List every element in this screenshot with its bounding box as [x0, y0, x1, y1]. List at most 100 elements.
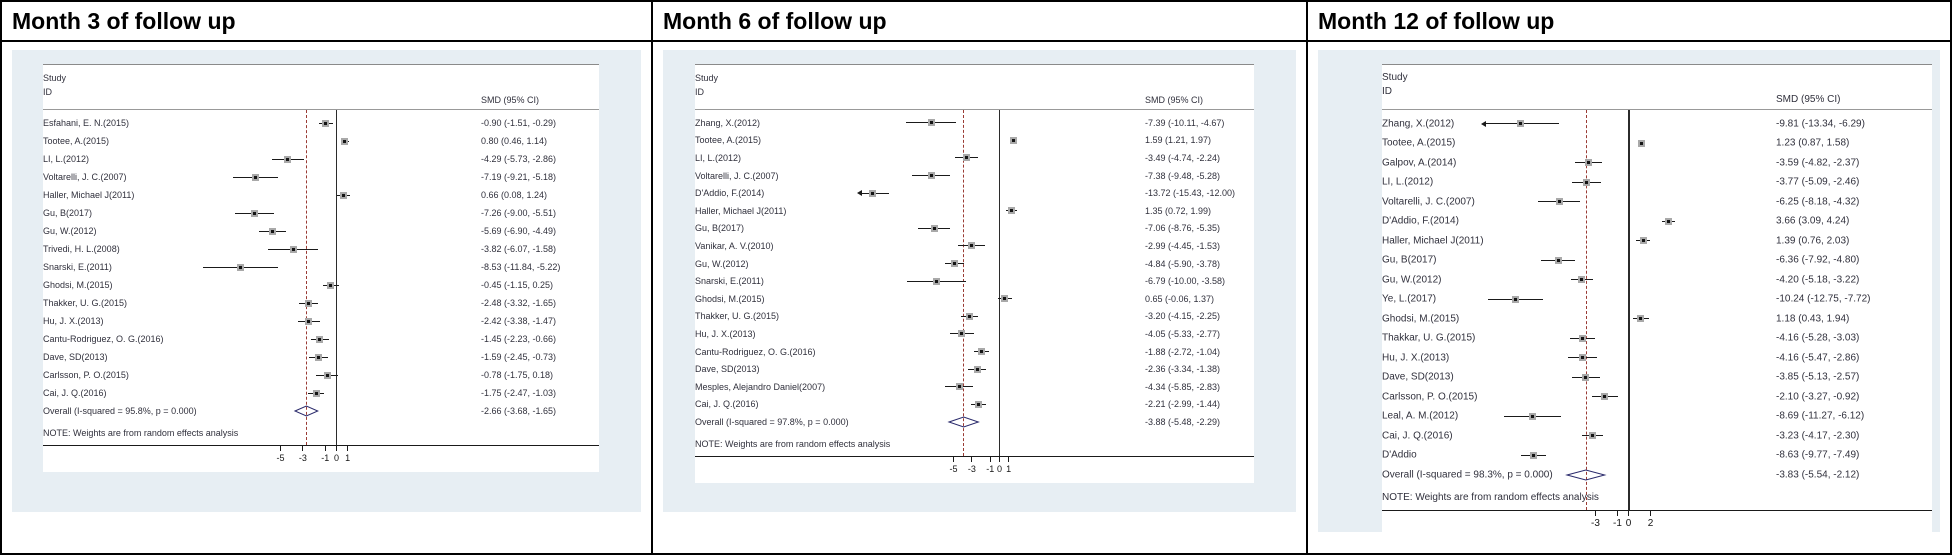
zero-reference-line	[336, 110, 337, 445]
study-row: Voltarelli, J. C.(2007) -6.25 (-8.18, -4.…	[1382, 192, 1932, 212]
study-row: Mesples, Alejandro Daniel(2007) -4.34 (-5…	[695, 378, 1254, 396]
study-row: Dave, SD(2013) -3.85 (-5.13, -2.57)	[1382, 368, 1932, 388]
effect-size-marker	[1555, 198, 1563, 206]
study-row: Gu, W.(2012) -5.69 (-6.90, -4.49)	[43, 222, 599, 240]
smd-value: 1.59 (1.21, 1.97)	[1145, 135, 1212, 146]
axis-tick	[302, 446, 304, 451]
effect-size-marker	[314, 353, 322, 361]
smd-value: -9.81 (-13.34, -6.29)	[1776, 118, 1865, 130]
effect-size-marker	[284, 155, 292, 163]
smd-value: -1.88 (-2.72, -1.04)	[1145, 346, 1221, 357]
forest-plot-month-12: Study ID SMD (95% CI) Zhang, X.(2012) -9.…	[1382, 64, 1932, 532]
smd-value: -4.16 (-5.28, -3.03)	[1776, 332, 1860, 344]
study-label: LI, L.(2012)	[1382, 176, 1434, 188]
study-row: Carlsson, P. O.(2015) -0.78 (-1.75, 0.18)	[43, 366, 599, 384]
study-label: Tootee, A.(2015)	[1382, 137, 1456, 149]
plot-area: Zhang, X.(2012) -7.39 (-10.11, -4.67) Toot…	[695, 109, 1254, 457]
study-label: Cai, J. Q.(2016)	[43, 388, 107, 398]
effect-size-marker	[251, 209, 259, 217]
axis-tick	[336, 446, 337, 451]
axis-tick	[971, 456, 973, 462]
study-row: D'Addio -8.63 (-9.77, -7.49)	[1382, 446, 1932, 466]
study-row: Ghodsi, M.(2015) 1.18 (0.43, 1.94)	[1382, 309, 1932, 329]
study-label: Hu, J. X.(2013)	[43, 316, 104, 326]
effect-size-marker	[973, 365, 981, 373]
study-label: Dave, SD(2013)	[1382, 371, 1454, 383]
effect-size-marker	[927, 172, 935, 180]
study-row: Gu, W.(2012) -4.20 (-5.18, -3.22)	[1382, 270, 1932, 290]
study-label: Zhang, X.(2012)	[1382, 118, 1455, 130]
study-row: Voltarelli, J. C.(2007) -7.19 (-9.21, -5.…	[43, 168, 599, 186]
study-label: D'Addio, F.(2014)	[1382, 215, 1459, 227]
x-axis: -3 -1 0 2	[1382, 510, 1932, 533]
effect-size-marker	[236, 263, 244, 271]
effect-size-marker	[930, 224, 938, 232]
study-id-column-header: Study ID	[695, 71, 718, 99]
smd-value: -1.59 (-2.45, -0.73)	[481, 352, 557, 362]
study-label: Esfahani, E. N.(2015)	[43, 118, 130, 128]
forest-plot-month-6: Study ID SMD (95% CI) Zhang, X.(2012) -7.…	[695, 64, 1254, 483]
study-label: Voltarelli, J. C.(2007)	[43, 172, 127, 182]
analysis-note: NOTE: Weights are from random effects an…	[43, 428, 239, 438]
overall-row: Overall (I-squared = 95.8%, p = 0.000) -2…	[43, 402, 599, 420]
study-row: Galpov, A.(2014) -3.59 (-4.82, -2.37)	[1382, 153, 1932, 173]
smd-value: 0.80 (0.46, 1.14)	[481, 136, 548, 146]
plot-background: Study ID SMD (95% CI) Zhang, X.(2012) -7.…	[663, 50, 1296, 512]
study-label: Carlsson, P. O.(2015)	[43, 370, 129, 380]
study-row: Snarski, E.(2011) -6.79 (-10.00, -3.58)	[695, 272, 1254, 290]
smd-value: -2.42 (-3.38, -1.47)	[481, 316, 557, 326]
smd-column-header: SMD (95% CI)	[1145, 95, 1204, 105]
smd-value: -3.59 (-4.82, -2.37)	[1776, 157, 1860, 169]
study-row: Tootee, A.(2015) 0.80 (0.46, 1.14)	[43, 132, 599, 150]
study-row: Ghodsi, M.(2015) 0.65 (-0.06, 1.37)	[695, 290, 1254, 308]
smd-value: 3.66 (3.09, 4.24)	[1776, 215, 1850, 227]
study-label: Trivedi, H. L.(2008)	[43, 244, 120, 254]
smd-value: 0.66 (0.08, 1.24)	[481, 190, 548, 200]
effect-size-marker	[950, 260, 958, 268]
smd-value: -0.90 (-1.51, -0.29)	[481, 118, 557, 128]
effect-size-marker	[1578, 354, 1586, 362]
study-row: Hu, J. X.(2013) -4.16 (-5.47, -2.86)	[1382, 348, 1932, 368]
effect-size-marker	[327, 281, 335, 289]
study-label: Gu, W.(2012)	[1382, 274, 1442, 286]
study-row: Gu, W.(2012) -4.84 (-5.90, -3.78)	[695, 255, 1254, 273]
effect-size-marker	[967, 242, 975, 250]
effect-size-marker	[958, 330, 966, 338]
smd-value: -6.36 (-7.92, -4.80)	[1776, 254, 1860, 266]
study-row: Ghodsi, M.(2015) -0.45 (-1.15, 0.25)	[43, 276, 599, 294]
smd-value: -4.84 (-5.90, -3.78)	[1145, 258, 1221, 269]
effect-size-marker	[304, 299, 312, 307]
smd-value: -0.45 (-1.15, 0.25)	[481, 280, 554, 290]
smd-value: -2.10 (-3.27, -0.92)	[1776, 391, 1860, 403]
effect-size-marker	[927, 119, 935, 127]
axis-tick	[953, 456, 954, 462]
study-row: LI, L.(2012) -3.49 (-4.74, -2.24)	[695, 149, 1254, 167]
study-row: Ye, L.(2017) -10.24 (-12.75, -7.72)	[1382, 290, 1932, 310]
overall-label: Overall (I-squared = 98.3%, p = 0.000)	[1382, 469, 1553, 481]
study-row: Thakkar, U. G.(2015) -4.16 (-5.28, -3.03)	[1382, 329, 1932, 349]
study-id-column-header: Study ID	[43, 71, 66, 99]
smd-value: -10.24 (-12.75, -7.72)	[1776, 293, 1871, 305]
effect-size-marker	[1637, 315, 1645, 323]
study-label: Thakker, U. G.(2015)	[43, 298, 128, 308]
smd-value: -2.99 (-4.45, -1.53)	[1145, 240, 1221, 251]
overall-estimate-dashed-line	[963, 110, 965, 456]
study-row: Esfahani, E. N.(2015) -0.90 (-1.51, -0.29…	[43, 114, 599, 132]
study-row: Tootee, A.(2015) 1.23 (0.87, 1.58)	[1382, 134, 1932, 154]
overall-diamond	[293, 405, 319, 417]
axis-tick	[999, 456, 1000, 462]
study-label: Thakkar, U. G.(2015)	[1382, 332, 1476, 344]
study-row: Cai, J. Q.(2016) -1.75 (-2.47, -1.03)	[43, 384, 599, 402]
study-row: LI, L.(2012) -3.77 (-5.09, -2.46)	[1382, 173, 1932, 193]
zero-reference-line	[1628, 110, 1630, 510]
study-row: Tootee, A.(2015) 1.59 (1.21, 1.97)	[695, 132, 1254, 150]
axis-tick-label: -5	[949, 463, 958, 474]
smd-value: 1.39 (0.76, 2.03)	[1776, 235, 1850, 247]
effect-size-marker	[312, 389, 320, 397]
smd-value: -6.25 (-8.18, -4.32)	[1776, 196, 1860, 208]
effect-size-marker	[316, 335, 324, 343]
study-row: Voltarelli, J. C.(2007) -7.38 (-9.48, -5.…	[695, 167, 1254, 185]
panel-title: Month 6 of follow up	[653, 2, 1306, 42]
effect-size-marker	[1516, 120, 1524, 128]
